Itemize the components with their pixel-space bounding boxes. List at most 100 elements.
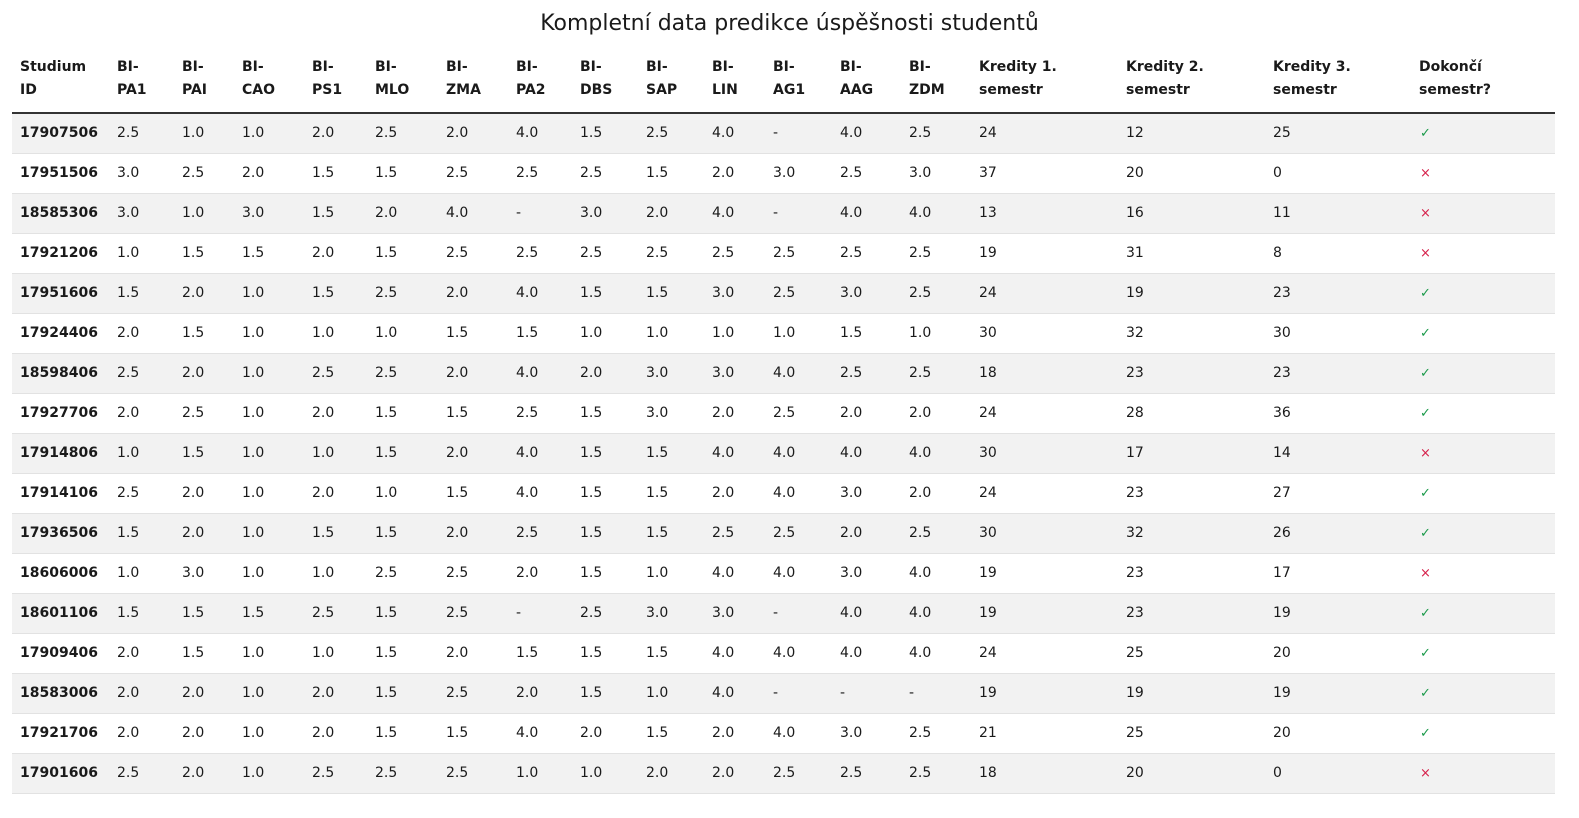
table-body: 17907506 2.5 1.0 1.0 2.0 2.5 2.0 4.0 1.5 2.5 4.0-4…	[12, 113, 1555, 794]
grade-cell: 2.5	[508, 393, 572, 434]
grade-cell: 4.0	[832, 113, 901, 154]
grade-cell: 1.5	[572, 273, 638, 314]
grade-cell: 4.0	[508, 713, 572, 754]
table-row: 17921706 2.0 2.0 1.0 2.0 1.5 1.5 4.0 2.0 1.5 2.0 4.…	[12, 713, 1555, 754]
grade-cell: 2.0	[438, 513, 508, 554]
grade-cell: 1.5	[572, 393, 638, 434]
grade-cell: 4.0	[765, 713, 832, 754]
grade-cell: 2.5	[367, 553, 438, 594]
cross-icon: ×	[1420, 766, 1431, 781]
column-header: BI- PA2	[508, 52, 572, 114]
column-header-line2: semestr?	[1419, 82, 1491, 98]
grade-cell: 4.0	[901, 593, 971, 634]
grade-cell: 4.0	[901, 193, 971, 234]
student-id-cell: 18585306	[12, 193, 109, 234]
grade-cell: 4.0	[508, 113, 572, 154]
grade-cell: 2.0	[438, 433, 508, 474]
grade-cell: 1.5	[438, 713, 508, 754]
column-header-line1: BI-	[909, 59, 931, 75]
completion-cell: ✓	[1411, 673, 1555, 714]
grade-cell: 2.0	[174, 273, 234, 314]
grade-cell: 1.0	[572, 753, 638, 794]
column-header-line1: Dokončí	[1419, 59, 1482, 75]
student-id-cell: 17914106	[12, 473, 109, 514]
credits-cell: 23	[1118, 353, 1265, 394]
cross-icon: ×	[1420, 166, 1431, 181]
student-id-cell: 17951506	[12, 153, 109, 194]
table-row: 17951606 1.5 2.0 1.0 1.5 2.5 2.0 4.0 1.5 1.5 3.0 2.…	[12, 273, 1555, 314]
grade-cell: 1.5	[367, 673, 438, 714]
grade-cell: 2.0	[304, 113, 367, 154]
grade-cell: 2.0	[438, 113, 508, 154]
check-icon: ✓	[1420, 686, 1431, 701]
grade-cell: 1.5	[367, 393, 438, 434]
completion-cell: ✓	[1411, 113, 1555, 154]
grade-cell: 2.5	[901, 353, 971, 394]
column-header: Dokončí semestr?	[1411, 52, 1555, 114]
grade-cell: 1.5	[367, 153, 438, 194]
grade-cell: 1.0	[367, 473, 438, 514]
grade-cell: 3.0	[572, 193, 638, 234]
student-id-cell: 18583006	[12, 673, 109, 714]
grade-cell: 2.5	[438, 673, 508, 714]
grade-cell: 1.5	[438, 313, 508, 354]
grade-cell: 3.0	[638, 353, 704, 394]
student-id-cell: 18598406	[12, 353, 109, 394]
column-header: BI- ZDM	[901, 52, 971, 114]
grade-cell: 1.0	[234, 393, 304, 434]
student-id-cell: 17936506	[12, 513, 109, 554]
grade-cell: 2.0	[508, 553, 572, 594]
grade-cell: 1.0	[234, 433, 304, 474]
grade-cell: 1.5	[304, 513, 367, 554]
grade-cell: 1.5	[367, 713, 438, 754]
table-row: 18598406 2.5 2.0 1.0 2.5 2.5 2.0 4.0 2.0 3.0 3.0 4.…	[12, 353, 1555, 394]
grade-cell: 2.0	[109, 633, 174, 674]
grade-cell: 2.5	[438, 553, 508, 594]
check-icon: ✓	[1420, 526, 1431, 541]
column-header-line2: ZMA	[446, 82, 481, 98]
credits-cell: 19	[1118, 273, 1265, 314]
table-row: 18583006 2.0 2.0 1.0 2.0 1.5 2.5 2.0 1.5 1.0 4.0- -…	[12, 673, 1555, 714]
column-header: BI- PAI	[174, 52, 234, 114]
table-row: 17924406 2.0 1.5 1.0 1.0 1.0 1.5 1.5 1.0 1.0 1.0 1.…	[12, 313, 1555, 354]
grade-cell: -	[765, 593, 832, 634]
grade-cell: 4.0	[901, 433, 971, 474]
grade-cell: 1.5	[109, 593, 174, 634]
grade-cell: 1.5	[638, 633, 704, 674]
completion-cell: ✓	[1411, 353, 1555, 394]
grade-cell: 3.0	[109, 193, 174, 234]
grade-cell: 1.0	[234, 753, 304, 794]
completion-cell: ✓	[1411, 393, 1555, 434]
grade-cell: 4.0	[508, 473, 572, 514]
credits-cell: 36	[1265, 393, 1411, 434]
grade-cell: 2.0	[109, 713, 174, 754]
check-icon: ✓	[1420, 486, 1431, 501]
cross-icon: ×	[1420, 446, 1431, 461]
column-header-line1: BI-	[117, 59, 139, 75]
grade-cell: 2.5	[367, 273, 438, 314]
grade-cell: 1.5	[367, 233, 438, 274]
grade-cell: 3.0	[832, 713, 901, 754]
credits-cell: 23	[1265, 273, 1411, 314]
grade-cell: 1.5	[638, 513, 704, 554]
grade-cell: -	[765, 113, 832, 154]
grade-cell: 1.5	[174, 593, 234, 634]
grade-cell: 1.5	[638, 153, 704, 194]
grade-cell: 2.5	[438, 153, 508, 194]
grade-cell: 2.5	[508, 233, 572, 274]
grade-cell: 1.0	[638, 673, 704, 714]
credits-cell: 19	[1265, 673, 1411, 714]
grade-cell: 1.0	[234, 473, 304, 514]
grade-cell: 4.0	[765, 473, 832, 514]
grade-cell: 2.5	[109, 113, 174, 154]
column-header: BI- AAG	[832, 52, 901, 114]
credits-cell: 19	[1118, 673, 1265, 714]
completion-cell: ×	[1411, 193, 1555, 234]
check-icon: ✓	[1420, 126, 1431, 142]
column-header-line2: SAP	[646, 82, 678, 98]
student-id-cell: 17914806	[12, 433, 109, 474]
grade-cell: 2.5	[901, 273, 971, 314]
column-header: Kredity 2. semestr	[1118, 52, 1265, 114]
grade-cell: 2.5	[832, 753, 901, 794]
credits-cell: 30	[971, 433, 1118, 474]
